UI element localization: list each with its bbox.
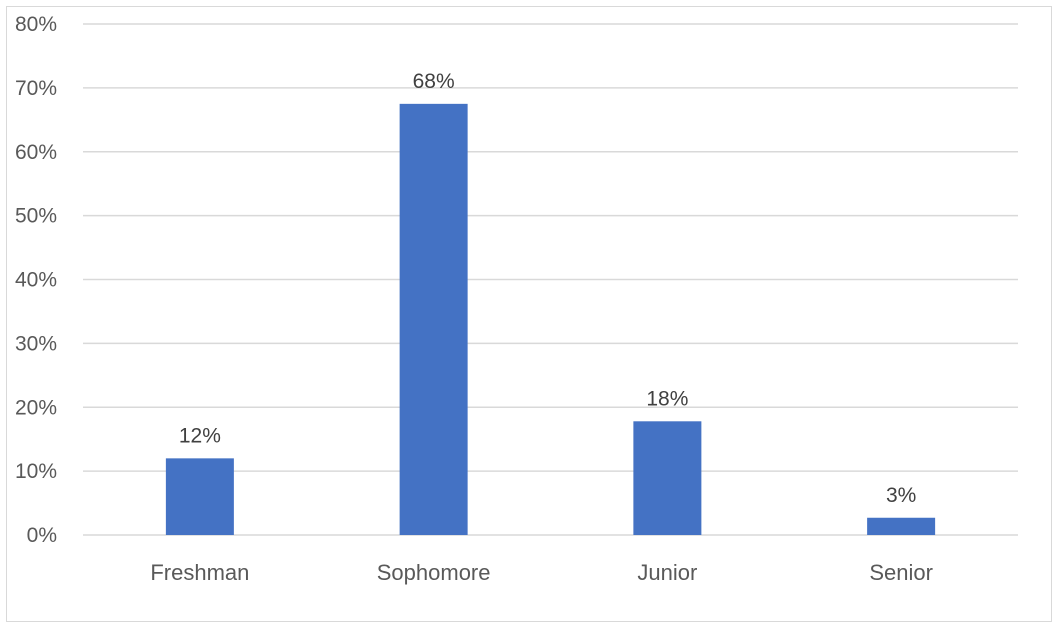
bar-sophomore — [399, 103, 468, 535]
data-label: 18% — [646, 387, 688, 410]
bar-freshman — [165, 458, 234, 535]
x-tick-label: Sophomore — [377, 560, 491, 585]
bar-junior — [633, 421, 702, 535]
x-tick-label: Senior — [869, 560, 933, 585]
y-tick-label: 70% — [15, 77, 57, 100]
y-tick-label: 80% — [15, 13, 57, 36]
data-label: 68% — [413, 70, 455, 93]
data-label: 3% — [886, 484, 916, 507]
bars — [165, 103, 936, 535]
data-labels: 12% 68% 18% 3% — [179, 70, 916, 507]
x-tick-label: Freshman — [150, 560, 249, 585]
y-axis-ticks: 0% 10% 20% 30% 40% 50% 60% 70% 80% — [15, 13, 57, 547]
gridlines — [83, 23, 1018, 536]
y-tick-label: 0% — [27, 524, 57, 547]
bar-senior — [867, 517, 936, 535]
y-tick-label: 60% — [15, 141, 57, 164]
data-label: 12% — [179, 424, 221, 447]
y-tick-label: 40% — [15, 269, 57, 292]
x-tick-label: Junior — [637, 560, 697, 585]
y-tick-label: 50% — [15, 205, 57, 228]
y-tick-label: 30% — [15, 332, 57, 355]
y-tick-label: 20% — [15, 396, 57, 419]
x-axis-ticks: Freshman Sophomore Junior Senior — [150, 560, 933, 585]
y-tick-label: 10% — [15, 460, 57, 483]
